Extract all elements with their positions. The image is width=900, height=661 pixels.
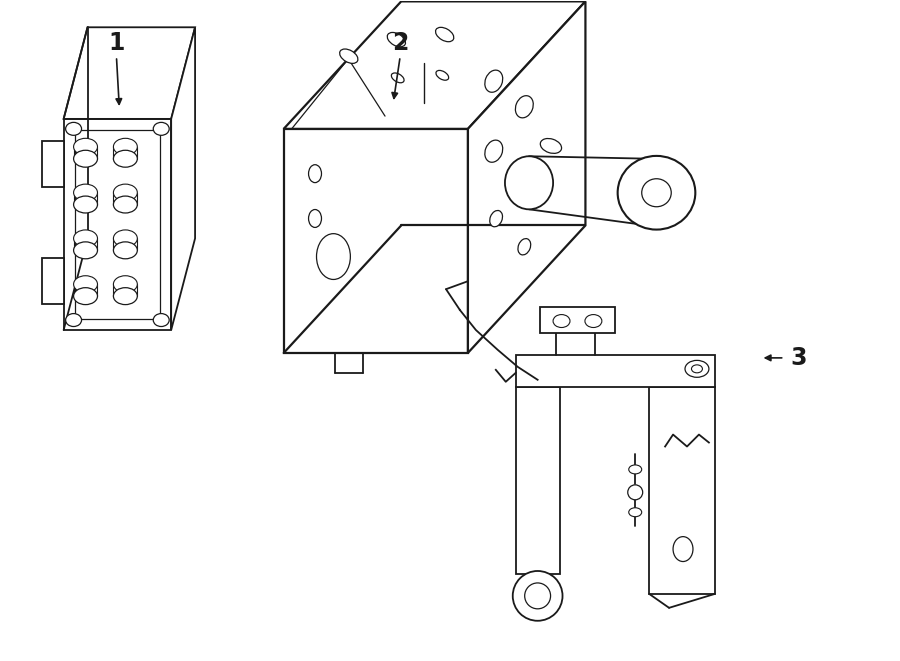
Ellipse shape	[113, 276, 138, 293]
Ellipse shape	[309, 210, 321, 227]
Ellipse shape	[153, 122, 169, 136]
Polygon shape	[284, 129, 468, 353]
Ellipse shape	[642, 178, 671, 207]
Ellipse shape	[74, 150, 97, 167]
Text: 3: 3	[790, 346, 806, 370]
Ellipse shape	[113, 230, 138, 247]
Text: 2: 2	[392, 31, 409, 56]
Ellipse shape	[673, 537, 693, 562]
Ellipse shape	[387, 32, 406, 47]
Ellipse shape	[436, 27, 454, 42]
Ellipse shape	[153, 313, 169, 327]
Ellipse shape	[74, 276, 97, 293]
Ellipse shape	[66, 122, 82, 136]
Text: 1: 1	[108, 31, 124, 56]
Polygon shape	[64, 27, 195, 119]
Polygon shape	[41, 258, 64, 304]
Polygon shape	[540, 307, 616, 333]
Ellipse shape	[74, 230, 97, 247]
Ellipse shape	[113, 196, 138, 213]
Ellipse shape	[74, 196, 97, 213]
Ellipse shape	[513, 571, 562, 621]
Ellipse shape	[74, 184, 97, 201]
Ellipse shape	[516, 96, 534, 118]
Ellipse shape	[74, 242, 97, 259]
Ellipse shape	[113, 184, 138, 201]
Ellipse shape	[617, 156, 696, 229]
Ellipse shape	[516, 171, 534, 192]
Polygon shape	[284, 1, 585, 129]
Ellipse shape	[113, 138, 138, 155]
Ellipse shape	[554, 315, 570, 327]
Ellipse shape	[436, 71, 449, 80]
Polygon shape	[75, 130, 160, 319]
Ellipse shape	[627, 485, 643, 500]
Ellipse shape	[518, 239, 531, 255]
Ellipse shape	[685, 360, 709, 377]
Ellipse shape	[540, 139, 562, 153]
Ellipse shape	[525, 583, 551, 609]
Polygon shape	[516, 387, 560, 574]
Ellipse shape	[629, 465, 642, 474]
Ellipse shape	[485, 140, 503, 162]
Ellipse shape	[113, 150, 138, 167]
Ellipse shape	[317, 233, 350, 280]
Polygon shape	[64, 119, 171, 330]
Ellipse shape	[74, 288, 97, 305]
Polygon shape	[649, 387, 715, 594]
Ellipse shape	[585, 315, 602, 327]
Ellipse shape	[339, 49, 358, 63]
Polygon shape	[41, 141, 64, 186]
Ellipse shape	[490, 210, 502, 227]
Ellipse shape	[505, 156, 554, 210]
Ellipse shape	[485, 70, 503, 93]
Polygon shape	[171, 27, 195, 330]
Ellipse shape	[113, 242, 138, 259]
Ellipse shape	[74, 138, 97, 155]
Ellipse shape	[113, 288, 138, 305]
Polygon shape	[468, 1, 585, 353]
Ellipse shape	[309, 165, 321, 182]
Ellipse shape	[691, 365, 702, 373]
Ellipse shape	[66, 313, 82, 327]
Ellipse shape	[629, 508, 642, 517]
Ellipse shape	[392, 73, 404, 83]
Polygon shape	[516, 355, 715, 387]
